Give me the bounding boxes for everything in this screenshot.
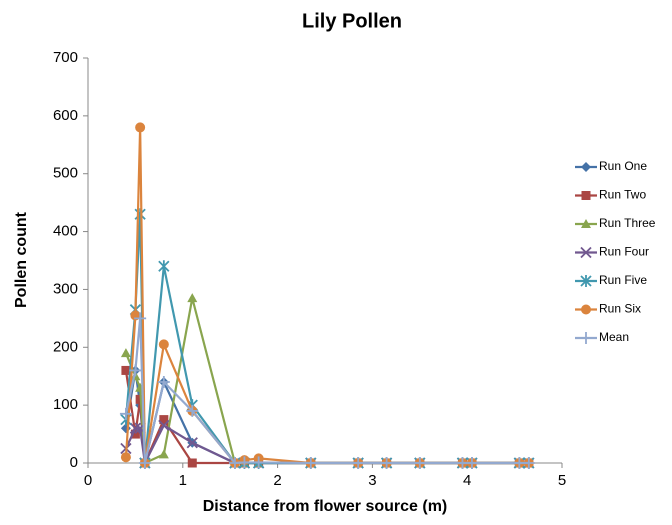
y-tick-label: 300 [53, 280, 78, 297]
series-line [124, 370, 529, 465]
marker [120, 452, 131, 463]
legend-marker [581, 162, 591, 172]
marker [158, 260, 170, 273]
marker [380, 457, 393, 469]
marker [120, 348, 131, 358]
y-tick-label: 500 [53, 165, 78, 182]
x-tick-label: 0 [84, 472, 92, 489]
y-tick-label: 100 [53, 396, 78, 413]
legend-item: Run Four [575, 245, 649, 259]
legend-item: Mean [575, 330, 629, 344]
legend-label: Run Five [599, 273, 647, 287]
marker [119, 407, 132, 420]
legend-label: Run Four [599, 245, 649, 259]
legend-label: Run Three [599, 216, 656, 230]
chart-title: Lily Pollen [302, 10, 402, 32]
x-tick-label: 4 [463, 472, 471, 489]
marker [186, 437, 198, 449]
marker [135, 122, 146, 133]
x-tick-label: 3 [368, 472, 376, 489]
legend-marker [580, 332, 592, 344]
legend-label: Run Six [599, 302, 641, 316]
marker [522, 457, 535, 469]
series-line [124, 214, 529, 465]
y-tick-label: 200 [53, 338, 78, 355]
marker [413, 457, 426, 469]
x-tick-label: 5 [558, 472, 566, 489]
marker [138, 457, 151, 469]
legend-label: Mean [599, 330, 629, 344]
legend-item: Run Three [575, 216, 656, 230]
x-tick-label: 2 [273, 472, 281, 489]
legend-item: Run Two [575, 188, 646, 202]
marker [130, 429, 140, 439]
y-tick-label: 600 [53, 107, 78, 124]
legend-marker [581, 191, 591, 200]
marker [134, 312, 147, 325]
marker [352, 457, 365, 469]
marker [157, 376, 170, 388]
marker [238, 456, 251, 469]
marker [158, 419, 170, 432]
x-tick-label: 1 [179, 472, 187, 489]
marker [134, 208, 146, 221]
legend-label: Run Two [599, 188, 646, 202]
marker [187, 293, 198, 303]
series-line [124, 127, 529, 465]
marker [121, 365, 131, 375]
legend-marker [581, 304, 591, 315]
marker [252, 456, 265, 469]
series-line [124, 318, 529, 465]
marker [158, 449, 169, 459]
y-tick-label: 400 [53, 223, 78, 240]
marker [186, 404, 199, 417]
marker [129, 422, 142, 434]
marker [187, 458, 197, 468]
legend-marker [580, 275, 592, 287]
y-axis-label: Pollen count [13, 211, 30, 308]
legend-marker [581, 219, 591, 228]
legend-label: Run One [599, 159, 647, 173]
series-line [124, 370, 529, 465]
marker [129, 364, 142, 377]
marker [304, 457, 317, 469]
marker [159, 415, 169, 425]
legend-item: Run Five [575, 273, 647, 287]
legend-marker [580, 246, 592, 259]
y-tick-label: 0 [70, 454, 78, 471]
marker [465, 457, 478, 469]
legend-item: Run Six [575, 302, 641, 316]
marker [158, 339, 169, 350]
legend-item: Run One [575, 159, 647, 173]
y-tick-label: 700 [53, 49, 78, 66]
x-axis-label: Distance from flower source (m) [203, 498, 448, 515]
